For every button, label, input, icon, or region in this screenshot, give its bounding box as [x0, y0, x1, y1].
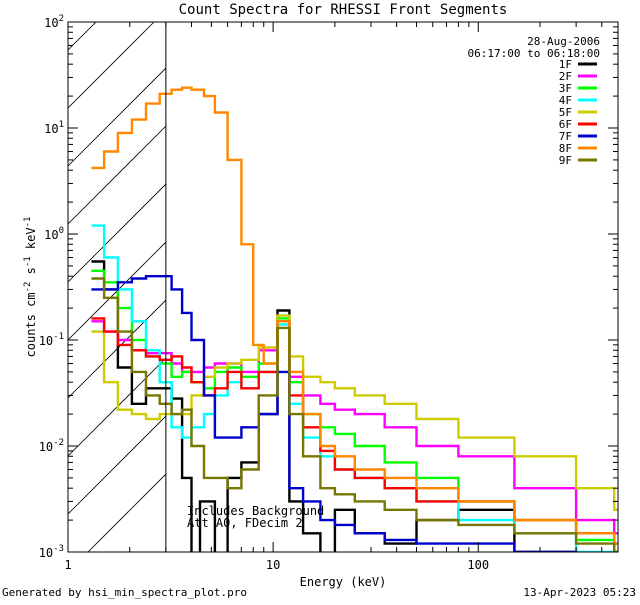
legend-label-5F: 5F — [559, 106, 572, 119]
hatch-line — [68, 67, 166, 167]
legend-label-8F: 8F — [559, 142, 572, 155]
hatch-line — [68, 125, 166, 225]
hatched-background-region — [68, 22, 166, 552]
footer-generated-by: Generated by hsi_min_spectra_plot.pro — [2, 586, 247, 599]
y-tick-label: 10-1 — [39, 332, 64, 348]
y-axis-label: counts cm-2 s-1 keV-1 — [23, 217, 38, 358]
series-layer — [91, 86, 618, 552]
legend-label-6F: 6F — [559, 118, 572, 131]
legend-label-1F: 1F — [559, 58, 572, 71]
y-tick-label: 10-3 — [39, 544, 64, 560]
series-8F — [91, 86, 618, 545]
y-tick-label: 100 — [44, 226, 64, 242]
x-tick-label: 10 — [266, 558, 280, 572]
y-tick-labels: 10-3 10-2 10-1 100 101 102 — [39, 14, 64, 560]
footer-timestamp: 13-Apr-2023 05:23 — [523, 586, 636, 599]
legend-label-4F: 4F — [559, 94, 572, 107]
x-axis-label: Energy (keV) — [300, 575, 387, 589]
plot-frame — [67, 21, 619, 553]
y-tick-label: 102 — [44, 14, 64, 30]
hatch-line — [87, 473, 166, 552]
legend-label-9F: 9F — [559, 154, 572, 167]
series-9F — [91, 277, 618, 552]
x-tick-label: 100 — [467, 558, 489, 572]
series-7F — [91, 275, 578, 552]
x-tick-label: 1 — [64, 558, 71, 572]
background-note: Includes Background — [187, 504, 324, 518]
series-6F — [91, 317, 618, 545]
series-5F — [91, 314, 618, 511]
observation-date: 28-Aug-2006 — [527, 35, 600, 48]
legend-label-3F: 3F — [559, 82, 572, 95]
observation-time-range: 06:17:00 to 06:18:00 — [468, 47, 600, 60]
axes — [67, 21, 618, 553]
y-tick-label: 101 — [44, 120, 64, 136]
y-tick-label: 10-2 — [39, 438, 64, 454]
chart-title: Count Spectra for RHESSI Front Segments — [179, 2, 508, 18]
legend-label-7F: 7F — [559, 130, 572, 143]
legend-label-2F: 2F — [559, 70, 572, 83]
x-tick-labels: 1 10 100 — [64, 558, 489, 572]
attenuator-note: Att A0, FDecim 2 — [187, 516, 303, 530]
